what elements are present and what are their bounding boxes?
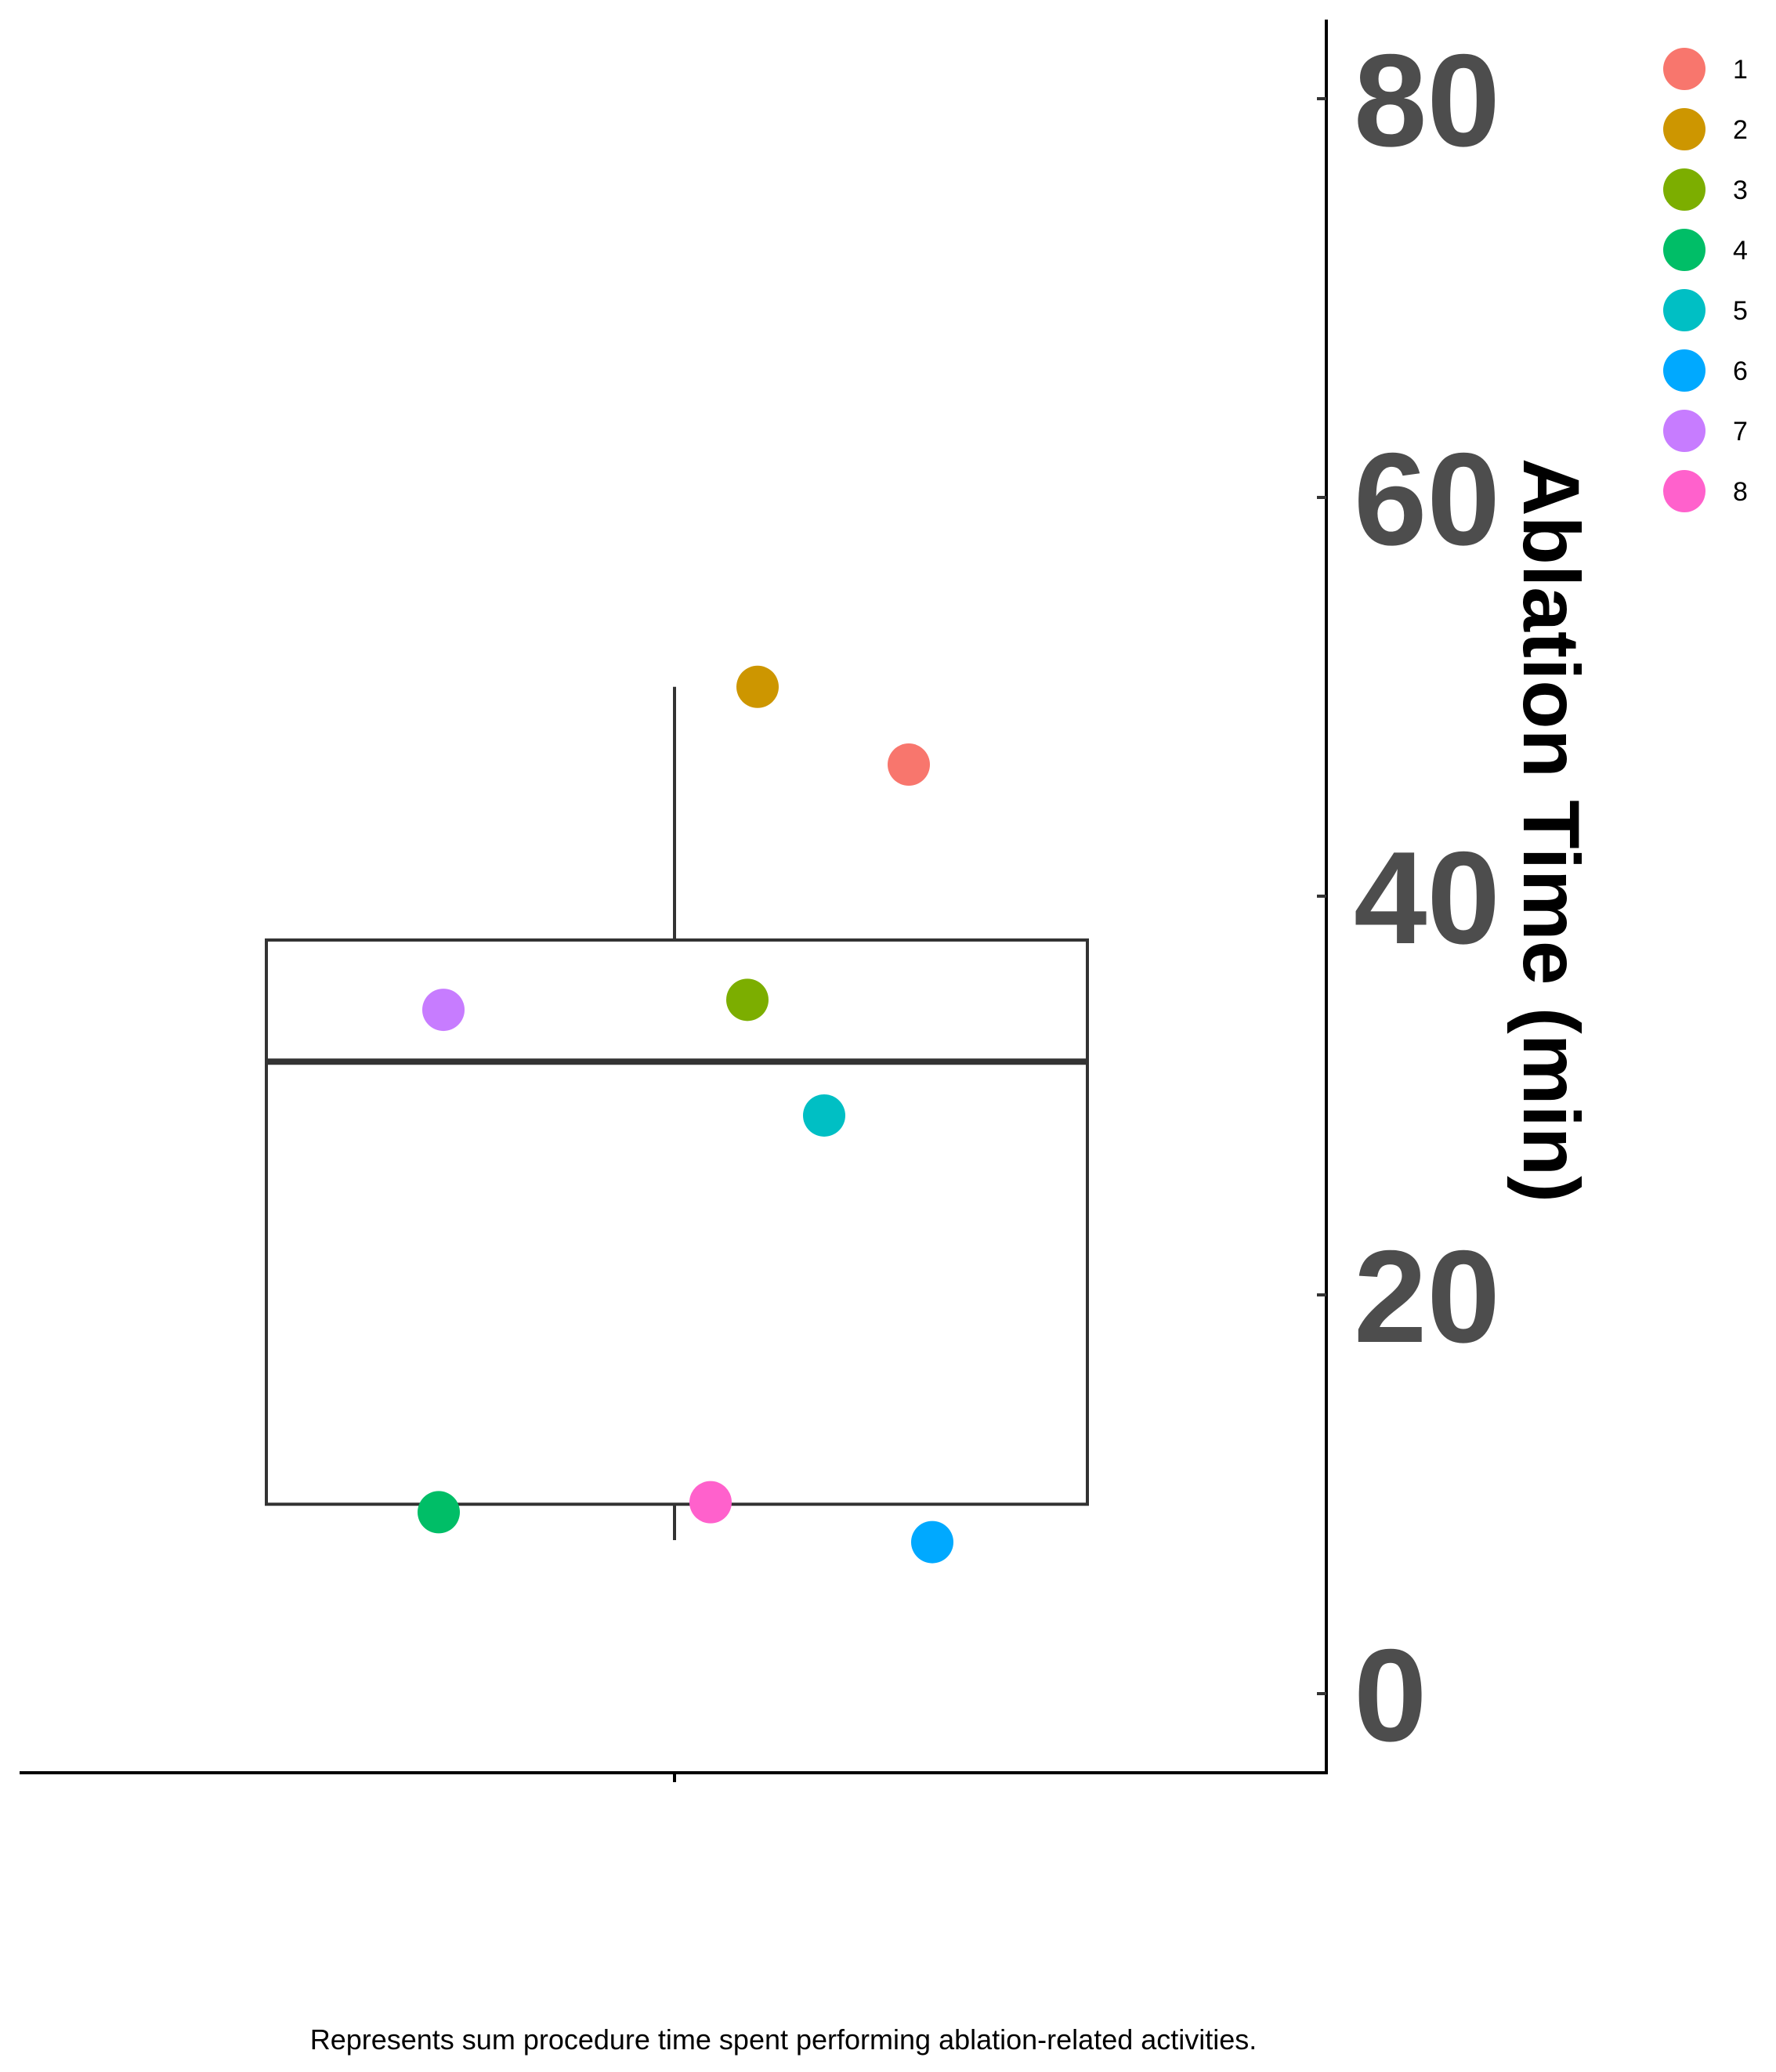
y-tick-label-80: 80 xyxy=(1354,27,1500,174)
y-ticks: 0 20 40 60 80 xyxy=(1317,27,1500,1769)
y-tick-label-0: 0 xyxy=(1354,1622,1427,1769)
box-iqr xyxy=(265,938,1089,1506)
data-point-4 xyxy=(418,1491,460,1534)
y-tick-label-40: 40 xyxy=(1354,824,1500,971)
legend-label-5: 5 xyxy=(1733,296,1748,326)
legend-key-7 xyxy=(1663,410,1705,452)
data-point-7 xyxy=(422,989,465,1032)
legend-key-4 xyxy=(1663,229,1705,271)
legend-label-1: 1 xyxy=(1733,55,1748,85)
legend-key-3 xyxy=(1663,168,1705,211)
legend-label-2: 2 xyxy=(1733,115,1748,145)
y-tick-label-20: 20 xyxy=(1354,1223,1500,1370)
legend-key-5 xyxy=(1663,289,1705,331)
legend-label-4: 4 xyxy=(1733,236,1748,266)
legend-label-3: 3 xyxy=(1733,175,1748,205)
data-point-5 xyxy=(803,1094,845,1137)
legend-key-6 xyxy=(1663,349,1705,392)
legend-key-2 xyxy=(1663,108,1705,150)
data-point-6 xyxy=(911,1521,953,1564)
legend-label-6: 6 xyxy=(1733,356,1748,386)
legend-key-1 xyxy=(1663,48,1705,90)
y-axis-title: Ablation Time (min) xyxy=(1507,458,1596,1202)
data-point-1 xyxy=(888,743,930,786)
caption: Represents sum procedure time spent perf… xyxy=(310,2023,1257,2056)
y-tick-label-60: 60 xyxy=(1354,425,1500,573)
data-point-2 xyxy=(736,665,779,708)
boxplot xyxy=(265,686,1089,1541)
legend: 1 2 3 4 5 6 7 8 xyxy=(1663,48,1748,512)
legend-label-8: 8 xyxy=(1733,477,1748,507)
data-points xyxy=(418,665,953,1564)
legend-key-8 xyxy=(1663,470,1705,512)
data-point-3 xyxy=(726,978,769,1022)
legend-label-7: 7 xyxy=(1733,417,1748,447)
data-point-8 xyxy=(689,1481,732,1524)
